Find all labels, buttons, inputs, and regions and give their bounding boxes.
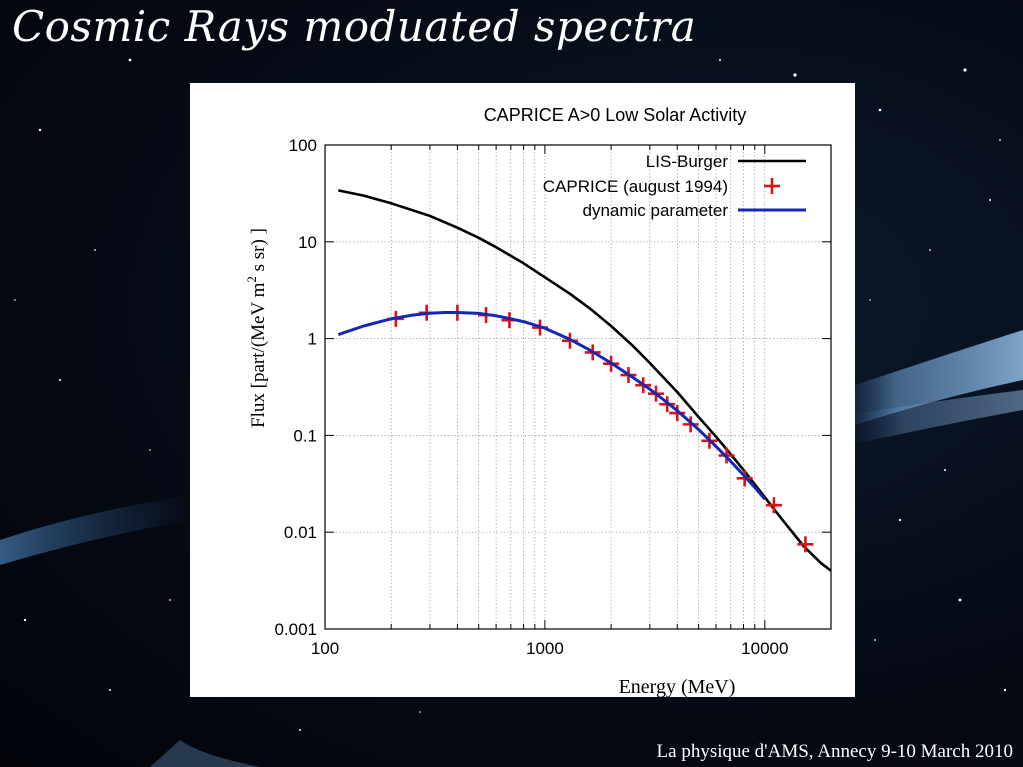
y-tick-label: 0.001 [274, 620, 317, 639]
legend: LIS-Burger CAPRICE (august 1994) dynamic p… [543, 152, 806, 220]
legend-label: CAPRICE (august 1994) [543, 177, 728, 196]
legend-swatch-marker [764, 178, 780, 194]
y-tick-label: 0.01 [284, 523, 317, 542]
legend-label: dynamic parameter [582, 201, 728, 220]
footer-text: La physique d'AMS, Annecy 9-10 March 201… [656, 741, 1013, 762]
x-axis-label: Energy (MeV) [619, 676, 736, 697]
series-line-dynamic-parameter [337, 311, 766, 501]
y-tick-label: 100 [289, 136, 317, 155]
chart: 0.001 0.01 0.1 1 10 100 100 1000 10000 CAPRICE A… [244, 105, 832, 697]
data-point-caprice-august-1994 [669, 405, 686, 422]
y-tick-label: 10 [298, 233, 317, 252]
y-axis-label-sup: 2 [244, 276, 259, 283]
series-markers-caprice-august-1994 [387, 304, 814, 553]
data-point-caprice-august-1994 [797, 536, 814, 553]
y-axis-label: Flux [part/(MeV m2 s sr) ] [244, 228, 269, 428]
plot-frame [324, 144, 832, 630]
chart-title: CAPRICE A>0 Low Solar Activity [484, 105, 747, 125]
slide-title: Cosmic Rays moduated spectra [12, 2, 697, 51]
x-tick-label: 1000 [526, 639, 564, 658]
data-point-caprice-august-1994 [765, 497, 782, 514]
y-tick-label: 1 [308, 330, 317, 349]
series-layer [337, 189, 831, 572]
y-axis-label-prefix: Flux [part/(MeV m [248, 282, 269, 428]
axis-ticks: 0.001 0.01 0.1 1 10 100 100 1000 10000 [274, 136, 831, 658]
y-tick-label: 0.1 [293, 426, 317, 445]
x-tick-label: 10000 [741, 639, 788, 658]
x-tick-label: 100 [311, 639, 339, 658]
series-line-lis-burger [338, 189, 831, 572]
stars [14, 17, 1007, 731]
y-axis-label-suffix: s sr) ] [248, 228, 269, 276]
chart-panel: 0.001 0.01 0.1 1 10 100 100 1000 10000 CAPRICE A… [190, 83, 855, 697]
grid-lines [325, 145, 831, 629]
legend-label: LIS-Burger [646, 152, 729, 171]
